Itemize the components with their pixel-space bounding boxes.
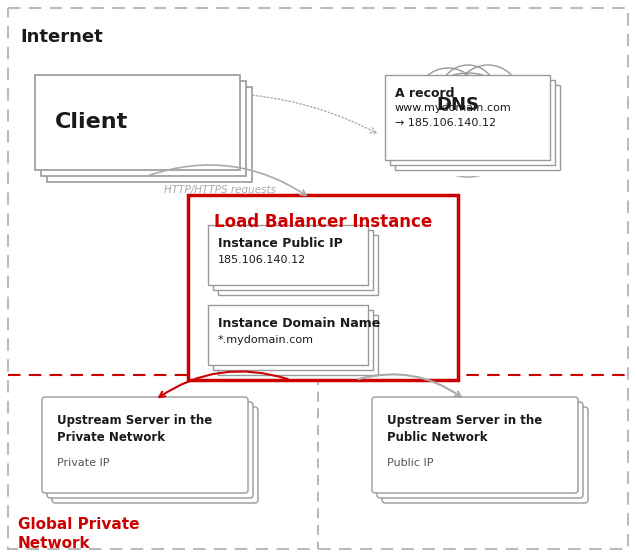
Text: www.mydomain.com
→ 185.106.140.12: www.mydomain.com → 185.106.140.12 <box>395 103 512 128</box>
Text: HTTP/HTTPS requests: HTTP/HTTPS requests <box>164 185 276 195</box>
FancyBboxPatch shape <box>41 81 246 176</box>
Circle shape <box>416 73 520 177</box>
Text: Global Private
Network: Global Private Network <box>18 517 139 551</box>
Text: DNS: DNS <box>436 96 480 114</box>
FancyBboxPatch shape <box>52 407 258 503</box>
Text: Load Balancer Instance: Load Balancer Instance <box>214 213 432 231</box>
Text: Upstream Server in the
Public Network: Upstream Server in the Public Network <box>387 414 543 444</box>
FancyBboxPatch shape <box>218 235 378 295</box>
FancyBboxPatch shape <box>42 397 248 493</box>
FancyBboxPatch shape <box>188 195 458 380</box>
Circle shape <box>492 94 544 146</box>
FancyBboxPatch shape <box>47 87 252 182</box>
FancyBboxPatch shape <box>213 310 373 370</box>
FancyBboxPatch shape <box>47 402 253 498</box>
FancyBboxPatch shape <box>385 75 550 160</box>
FancyBboxPatch shape <box>382 407 588 503</box>
Circle shape <box>477 97 549 169</box>
Text: Instance Public IP: Instance Public IP <box>218 237 343 250</box>
Circle shape <box>416 68 480 132</box>
Circle shape <box>387 97 459 169</box>
Text: 185.106.140.12: 185.106.140.12 <box>218 255 307 265</box>
FancyBboxPatch shape <box>372 397 578 493</box>
FancyBboxPatch shape <box>35 75 240 170</box>
FancyBboxPatch shape <box>390 80 555 165</box>
FancyBboxPatch shape <box>213 230 373 290</box>
Text: *.mydomain.com: *.mydomain.com <box>218 335 314 345</box>
Text: Upstream Server in the
Private Network: Upstream Server in the Private Network <box>57 414 212 444</box>
FancyBboxPatch shape <box>218 315 378 375</box>
Text: Internet: Internet <box>20 28 103 46</box>
Text: Public IP: Public IP <box>387 458 434 468</box>
Circle shape <box>392 94 444 146</box>
Text: Private IP: Private IP <box>57 458 109 468</box>
Text: Instance Domain Name: Instance Domain Name <box>218 317 380 330</box>
Text: A record: A record <box>395 87 455 100</box>
Circle shape <box>456 65 520 129</box>
Text: Client: Client <box>55 113 128 133</box>
Circle shape <box>440 65 496 121</box>
FancyBboxPatch shape <box>377 402 583 498</box>
FancyBboxPatch shape <box>208 305 368 365</box>
FancyBboxPatch shape <box>395 85 560 170</box>
FancyBboxPatch shape <box>208 225 368 285</box>
